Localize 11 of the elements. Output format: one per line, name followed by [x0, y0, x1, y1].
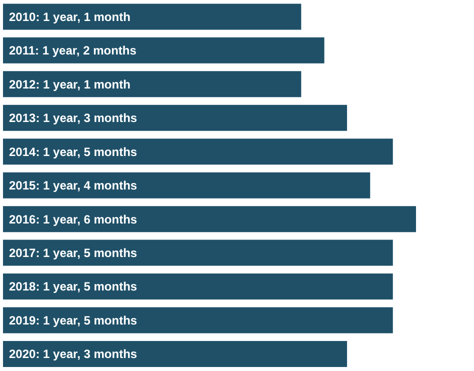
y-tick-label: 2016: 1 year, 6 months [9, 212, 138, 226]
y-tick-label: 2019: 1 year, 5 months [9, 313, 138, 328]
y-tick-label: 2013: 1 year, 3 months [9, 111, 138, 126]
y-tick-label: 2015: 1 year, 4 months [9, 178, 138, 193]
y-tick-label: 2017: 1 year, 5 months [9, 246, 138, 260]
y-tick-label: 2011: 1 year, 2 months [9, 44, 137, 58]
y-tick-label: 2018: 1 year, 5 months [9, 280, 138, 294]
y-tick-label: 2014: 1 year, 5 months [9, 144, 138, 159]
y-tick-label: 2012: 1 year, 1 month [9, 77, 130, 92]
y-tick-label: 2010: 1 year, 1 month [9, 10, 130, 24]
y-tick-label: 2020: 1 year, 3 months [9, 347, 138, 362]
